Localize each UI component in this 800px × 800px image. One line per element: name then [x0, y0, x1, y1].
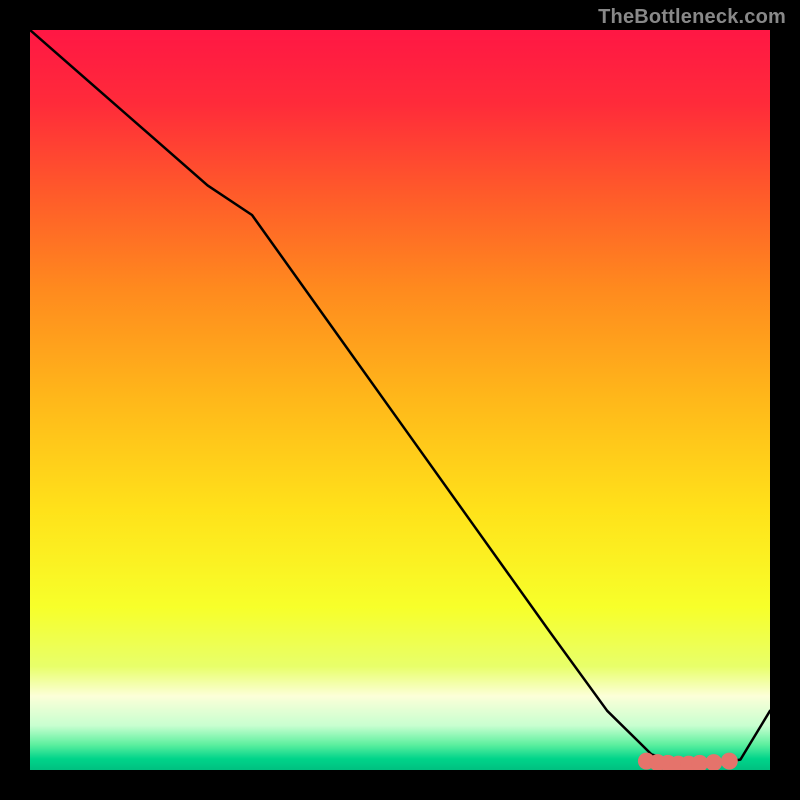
attribution-text: TheBottleneck.com — [598, 6, 786, 29]
chart-svg — [30, 30, 770, 770]
plot-background — [30, 30, 770, 770]
plot-area — [30, 30, 770, 770]
chart-container: TheBottleneck.com — [0, 0, 800, 800]
data-marker — [721, 753, 738, 770]
